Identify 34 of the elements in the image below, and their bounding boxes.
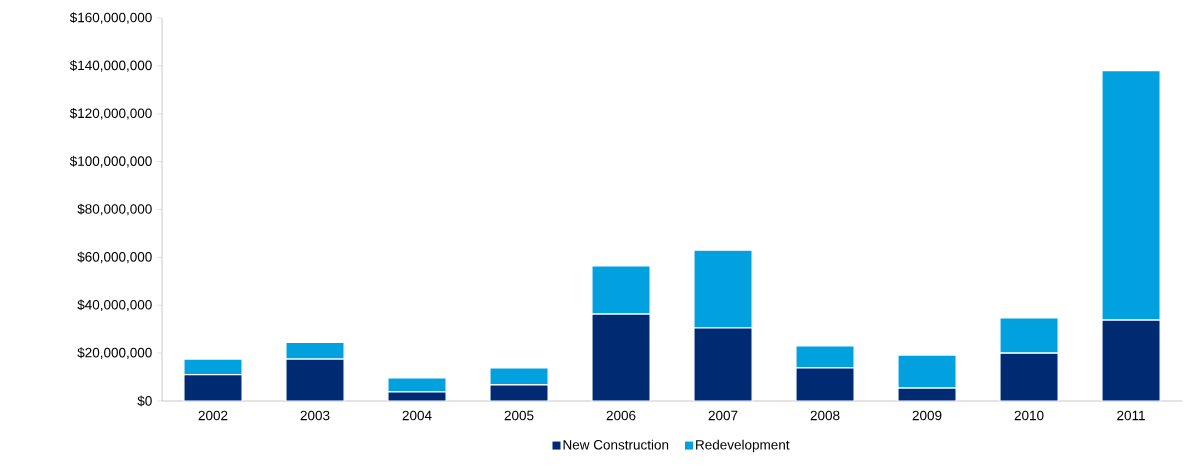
x-tick-label: 2003 [300, 410, 330, 421]
bar [897, 354, 957, 389]
x-tick-label: 2004 [402, 410, 432, 421]
x-tick-label: 2008 [810, 410, 840, 421]
x-tick-label: 2005 [504, 410, 534, 421]
y-tick-label: $100,000,000 [69, 155, 152, 168]
x-tick-label: 2006 [606, 410, 636, 421]
bar [999, 352, 1059, 401]
x-tick-label: 2002 [198, 410, 228, 421]
bar [999, 317, 1059, 354]
y-tick-label: $160,000,000 [69, 12, 152, 24]
legend-label: New Construction [563, 439, 669, 450]
bar [591, 313, 651, 401]
bar [795, 367, 855, 401]
bar [795, 345, 855, 369]
x-tick-label: 2007 [708, 410, 738, 421]
y-tick-label: $40,000,000 [77, 299, 152, 312]
x-tick-label: 2009 [912, 410, 942, 421]
y-tick-label: $80,000,000 [77, 203, 152, 216]
bar [387, 377, 447, 393]
y-tick-label: $20,000,000 [77, 347, 152, 359]
bar [183, 374, 243, 401]
bar [285, 358, 345, 401]
x-tick-label: 2010 [1014, 410, 1044, 421]
bar [1101, 319, 1161, 401]
bar [489, 367, 549, 386]
legend-label: Redevelopment [696, 439, 790, 453]
bar [285, 341, 345, 360]
bar [693, 327, 753, 401]
y-tick-label: $60,000,000 [77, 251, 152, 264]
y-tick-label: $0 [137, 395, 152, 407]
y-tick-label: $120,000,000 [69, 107, 152, 120]
y-tick-label: $140,000,000 [69, 60, 152, 72]
x-tick-label: 2011 [1117, 410, 1145, 421]
